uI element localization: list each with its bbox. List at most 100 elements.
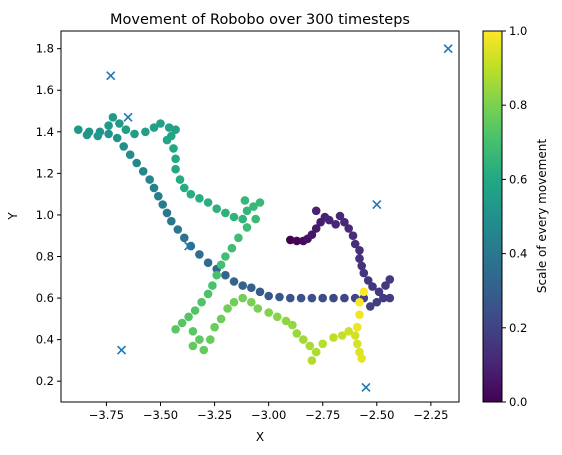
x-tick-label: −3.00	[251, 408, 286, 422]
x-marker	[372, 199, 382, 210]
path-point	[203, 289, 213, 299]
path-point	[145, 175, 154, 184]
path-point	[329, 333, 338, 342]
y-tick-label: 0.4	[36, 333, 54, 347]
path-point	[208, 281, 217, 290]
y-tick-label: 0.6	[36, 291, 54, 305]
x-marker	[123, 112, 133, 122]
path-point	[184, 312, 193, 322]
path-point	[203, 258, 213, 268]
path-point	[337, 331, 347, 340]
path-point	[195, 335, 204, 344]
x-marker	[443, 44, 453, 54]
path-point	[286, 293, 295, 303]
path-point	[229, 297, 239, 307]
path-point	[171, 164, 180, 174]
path-point	[104, 121, 113, 130]
y-tick-label: 1.6	[36, 83, 54, 97]
path-point	[188, 327, 198, 336]
colorbar-tick-label: 0.6	[509, 172, 527, 186]
path-point	[223, 304, 232, 313]
path-point	[162, 208, 172, 218]
path-point	[173, 225, 183, 234]
path-point	[115, 119, 124, 128]
path-point	[238, 214, 247, 224]
path-point	[141, 127, 150, 137]
path-point	[93, 131, 103, 141]
path-point	[307, 230, 317, 239]
path-point	[119, 142, 128, 151]
colorbar-tick-label: 0.4	[509, 247, 527, 261]
path-point	[353, 339, 362, 349]
path-points	[74, 113, 395, 365]
path-point	[197, 297, 206, 307]
path-point	[329, 293, 338, 303]
path-point	[318, 339, 328, 349]
x-tick-label: −3.25	[197, 408, 232, 422]
path-point	[74, 125, 83, 134]
path-point	[363, 276, 373, 285]
x-marker	[361, 382, 371, 393]
path-point	[249, 202, 258, 211]
path-point	[296, 293, 306, 303]
path-point	[247, 283, 256, 293]
path-point	[130, 129, 139, 139]
path-point	[82, 130, 92, 140]
path-point	[175, 175, 185, 184]
plot-frame	[60, 30, 460, 403]
path-point	[240, 196, 250, 205]
path-point	[381, 281, 390, 290]
path-point	[229, 277, 239, 286]
y-tick-label: 1.8	[36, 42, 54, 56]
path-point	[216, 314, 226, 324]
path-point	[154, 191, 163, 201]
path-point	[171, 125, 180, 134]
path-point	[340, 217, 349, 227]
path-point	[348, 231, 358, 240]
path-point	[264, 308, 274, 317]
path-point	[385, 293, 395, 303]
path-point	[186, 241, 196, 251]
path-point	[188, 341, 198, 351]
path-point	[368, 282, 377, 291]
path-point	[253, 304, 263, 313]
path-point	[331, 220, 341, 229]
path-point	[355, 246, 364, 255]
x-axis-label: X	[256, 430, 264, 444]
path-point	[171, 325, 180, 334]
path-point	[108, 113, 118, 122]
path-point	[288, 320, 297, 330]
path-point	[227, 243, 237, 253]
path-point	[292, 329, 302, 338]
x-marker	[184, 241, 194, 251]
path-point	[203, 198, 213, 207]
path-point	[355, 254, 364, 263]
path-point	[195, 194, 204, 203]
path-point	[167, 216, 176, 226]
path-point	[180, 183, 189, 193]
path-point	[212, 204, 221, 213]
y-axis-label: Y	[6, 212, 20, 221]
path-point	[357, 261, 367, 271]
path-point	[212, 270, 221, 280]
path-point	[186, 189, 196, 199]
path-point	[372, 297, 382, 307]
colorbar-tick-label: 1.0	[509, 24, 527, 38]
colorbar-label: Scale of every movement	[535, 139, 549, 293]
path-point	[171, 154, 180, 164]
path-point	[251, 214, 260, 224]
path-point	[221, 270, 230, 280]
path-point	[359, 287, 369, 297]
path-point	[169, 144, 178, 153]
path-point	[121, 125, 131, 134]
path-point	[307, 356, 317, 365]
path-point	[162, 135, 172, 145]
path-point	[132, 158, 141, 168]
path-point	[216, 260, 226, 270]
path-point	[190, 306, 200, 315]
y-tick-label: 1.0	[36, 208, 54, 222]
path-point	[344, 327, 354, 336]
path-point	[158, 200, 167, 209]
path-point	[350, 239, 360, 249]
